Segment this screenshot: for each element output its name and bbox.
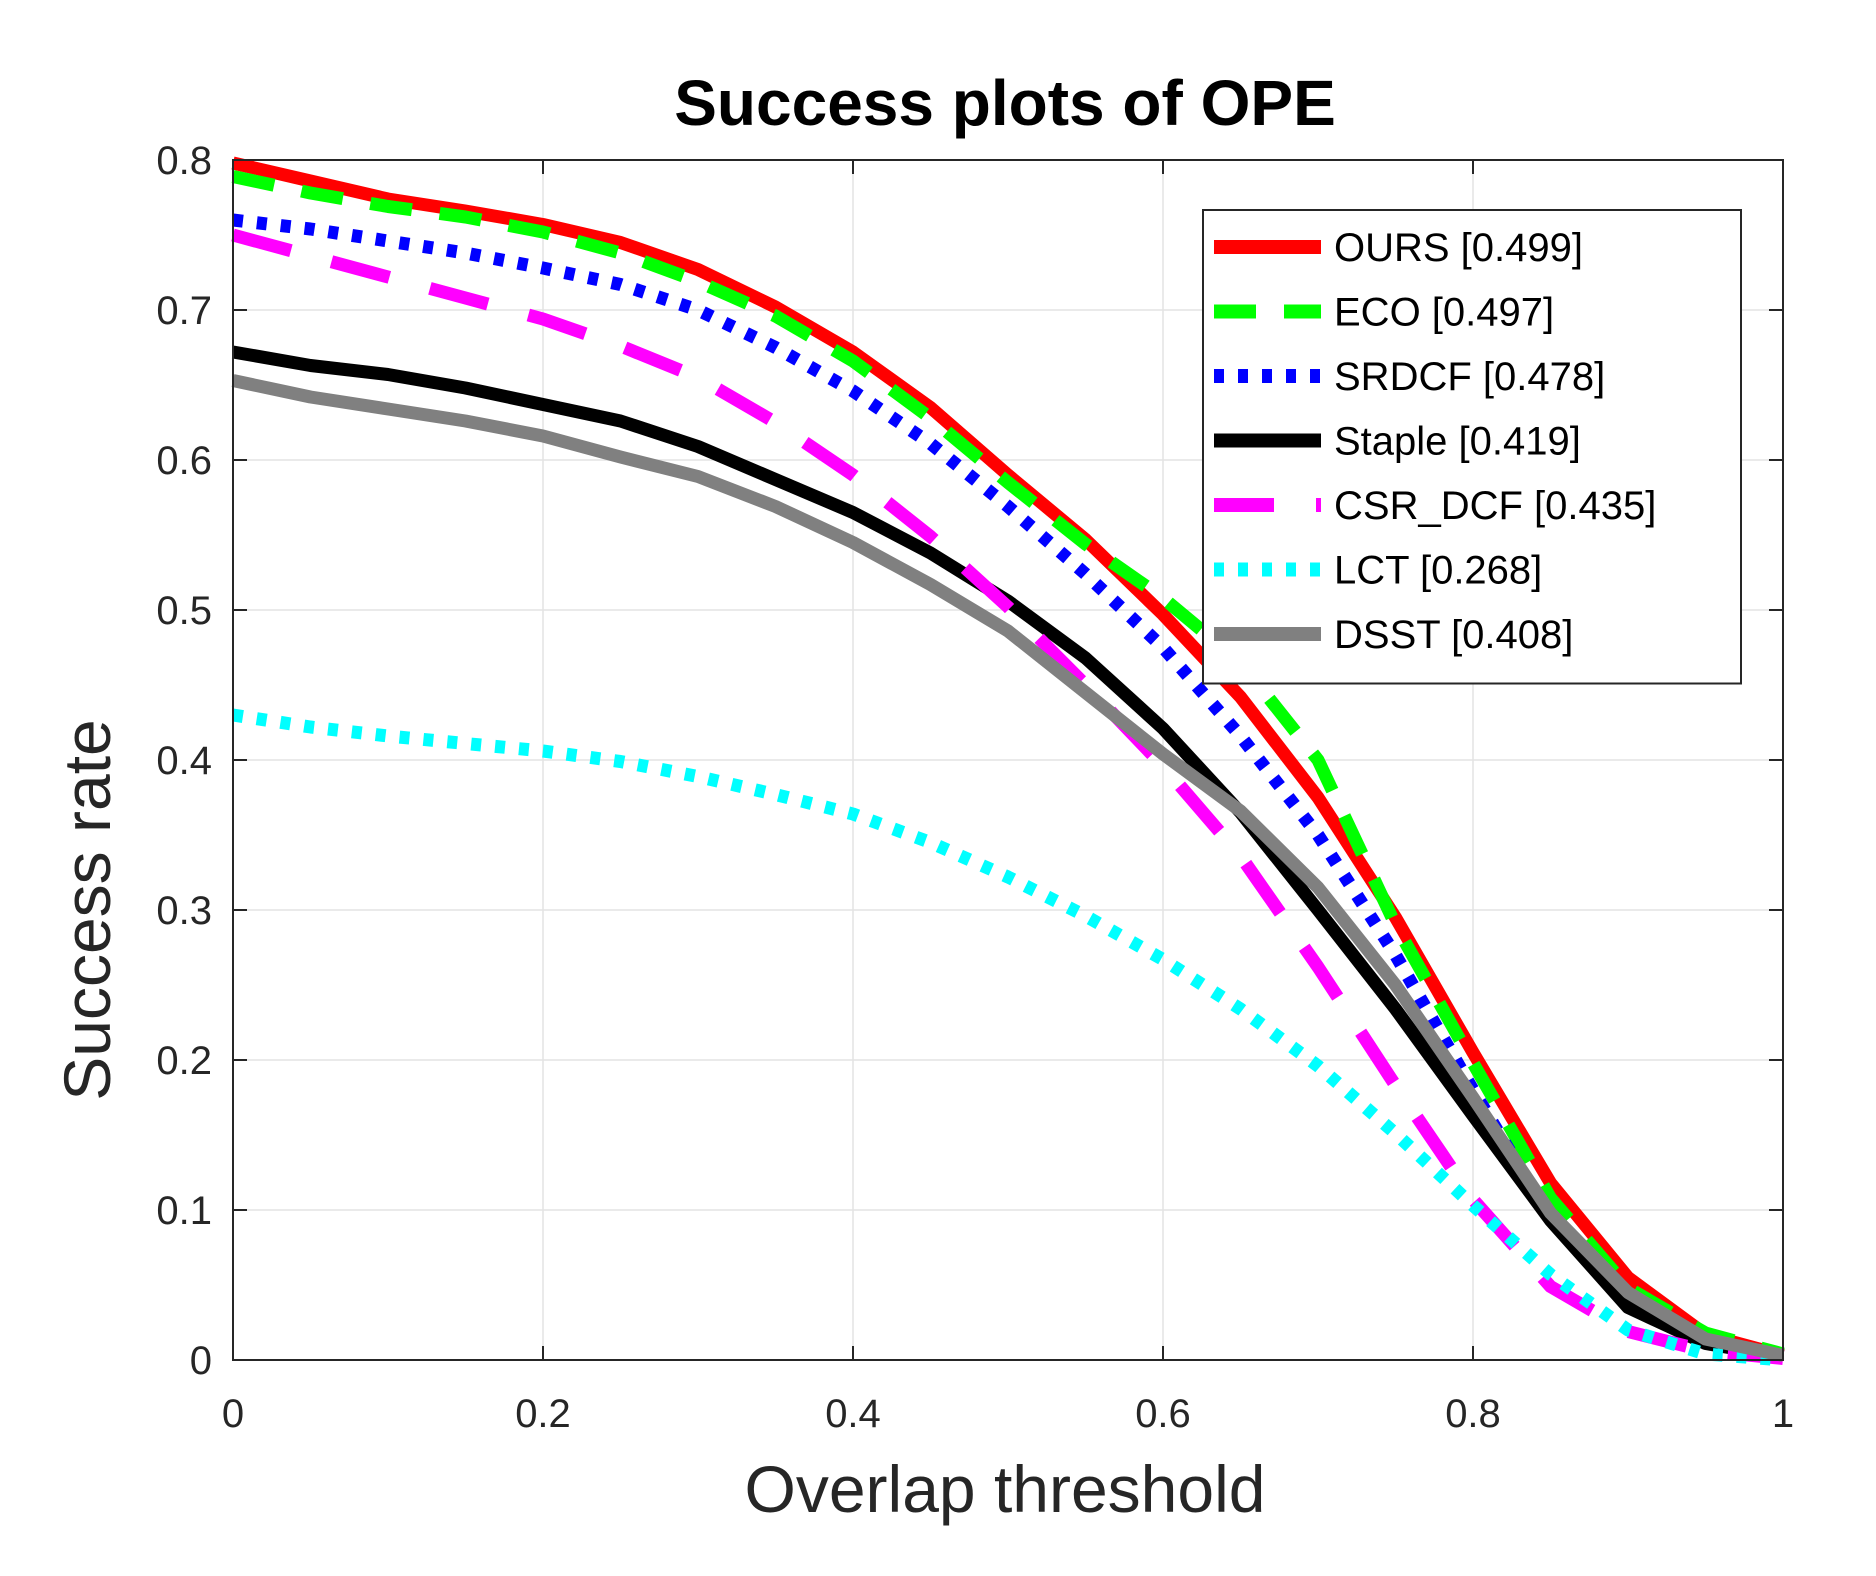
grid-lines (233, 160, 1783, 1360)
y-tick-label: 0.5 (156, 589, 212, 633)
y-tick-label: 0.3 (156, 889, 212, 933)
x-tick-label: 1 (1772, 1392, 1794, 1436)
legend-label-dsst: DSST [0.408] (1334, 613, 1573, 657)
legend: OURS [0.499] ECO [0.497] SRDCF [0.478] Stap… (1202, 209, 1742, 685)
y-tick-label: 0.8 (156, 139, 212, 183)
legend-label-lct: LCT [0.268] (1334, 549, 1542, 593)
y-tick-label: 0.1 (156, 1189, 212, 1233)
axes (232, 159, 1784, 1361)
legend-label-ours: OURS [0.499] (1334, 226, 1583, 270)
legend-label-srdcf: SRDCF [0.478] (1334, 355, 1605, 399)
legend-label-staple: Staple [0.419] (1334, 420, 1581, 464)
legend-label-eco: ECO [0.497] (1334, 291, 1554, 335)
series-line-eco (231, 170, 1785, 1361)
x-tick-label: 0.8 (1445, 1392, 1501, 1436)
y-tick-label: 0 (190, 1339, 212, 1383)
series-line-srdcf (232, 213, 1785, 1364)
legend-label-csr_dcf: CSR_DCF [0.435] (1334, 484, 1656, 528)
y-tick-label: 0.7 (156, 289, 212, 333)
x-tick-label: 0 (222, 1392, 244, 1436)
series-line-dsst (231, 374, 1785, 1362)
series-line-lct (232, 708, 1784, 1367)
series-lines (231, 156, 1785, 1367)
chart-title: Success plots of OPE (674, 67, 1336, 139)
tick-labels: 0 0.2 0.4 0.6 0.8 1 0 0.1 0.2 0.3 0.4 0.5 0.6 0.7 0.8 (156, 139, 1794, 1436)
y-tick-label: 0.6 (156, 439, 212, 483)
y-axis-label: Success rate (50, 719, 124, 1101)
x-tick-label: 0.2 (515, 1392, 571, 1436)
x-tick-label: 0.6 (1135, 1392, 1191, 1436)
x-axis-label: Overlap threshold (745, 1452, 1266, 1526)
y-tick-label: 0.4 (156, 739, 212, 783)
x-tick-label: 0.4 (825, 1392, 881, 1436)
series-line-csr_dcf (231, 228, 1784, 1365)
y-tick-label: 0.2 (156, 1039, 212, 1083)
